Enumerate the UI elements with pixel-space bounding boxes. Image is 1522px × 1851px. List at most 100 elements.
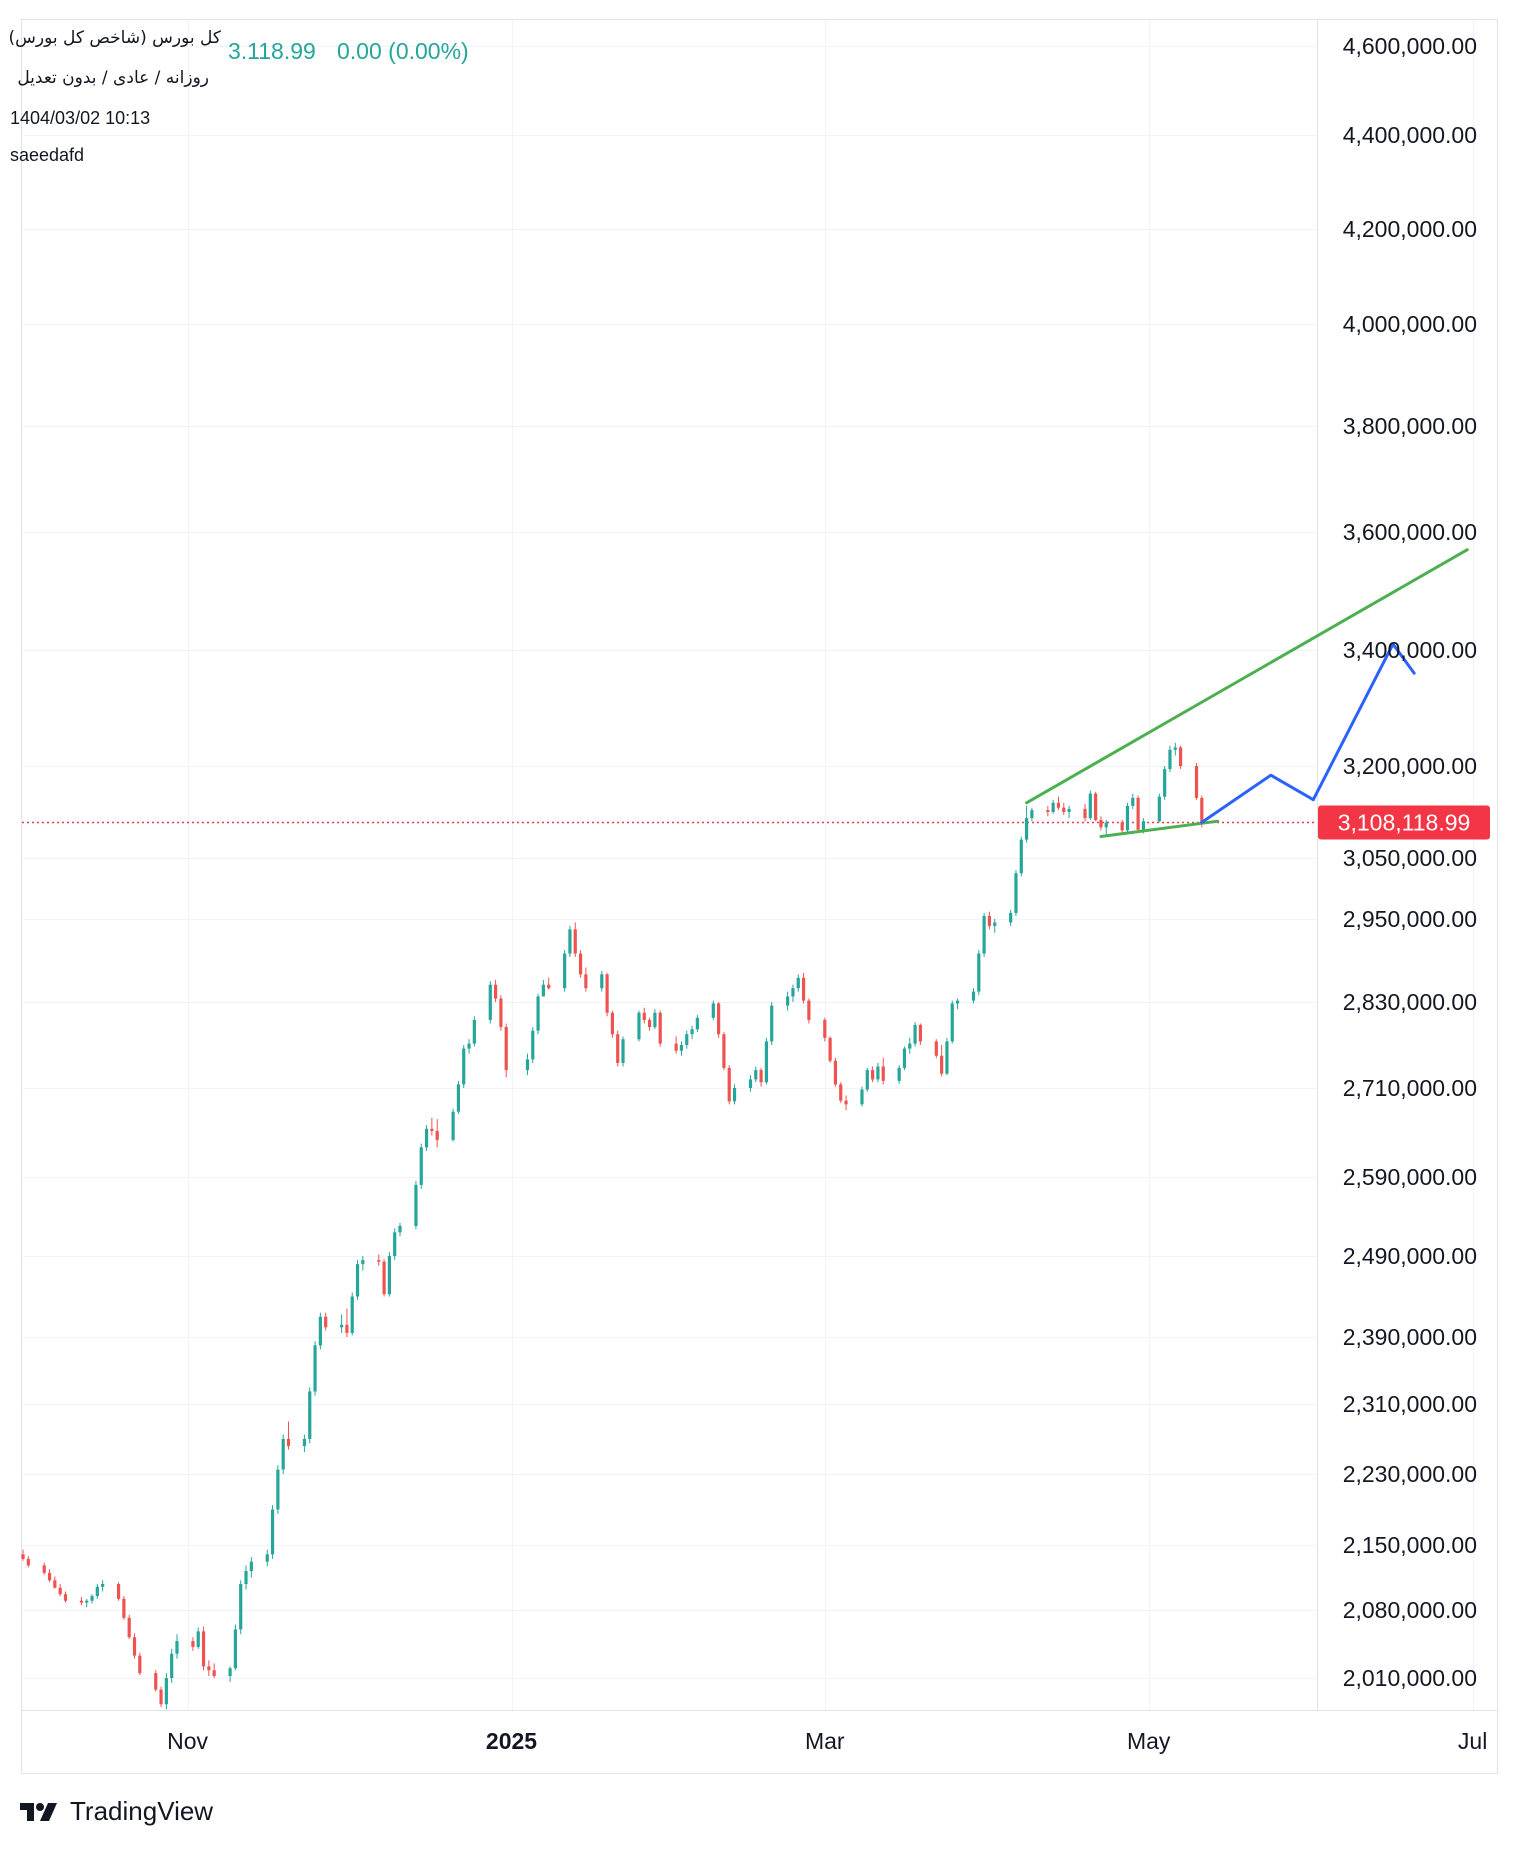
candle-body [1125,805,1130,831]
candle [711,1000,715,1020]
price-tick-label: 3,800,000.00 [1343,413,1477,439]
candle [1046,805,1050,817]
candle-body [993,922,997,926]
candle [1136,795,1140,833]
candle-body [801,977,806,1001]
candle-body [732,1088,737,1102]
candle [621,1036,625,1067]
candle [791,984,795,1002]
candle [876,1062,880,1083]
candle-body [382,1261,386,1295]
candle-body [865,1070,869,1090]
candle-body [430,1128,434,1132]
candle-body [451,1111,455,1140]
last-price-badge [1318,805,1490,840]
price-tick-label: 4,600,000.00 [1343,33,1477,59]
candle [488,981,492,1024]
candle-body [1051,802,1055,812]
candle-body [270,1509,275,1555]
candle [1019,836,1023,877]
candle [276,1465,280,1514]
candle-body [759,1070,763,1083]
candle [1083,804,1087,822]
candle [865,1067,869,1092]
candle [467,1039,471,1054]
candle [430,1117,434,1136]
price-tick-label: 2,230,000.00 [1343,1461,1477,1487]
candle-body [419,1147,423,1185]
candle-body [578,953,583,975]
candle-body [823,1019,827,1038]
candle-body [1056,802,1061,808]
candle [982,912,986,958]
candle-body [1141,821,1146,830]
time-axis[interactable]: Nov2025MarMayJulSep [167,1728,1522,1754]
drawing-layer[interactable] [1025,548,1469,838]
tradingview-logo[interactable]: TradingView [20,1796,213,1827]
candle [525,1053,530,1076]
candle [47,1569,52,1583]
candle-body [839,1084,843,1101]
candle [239,1580,243,1635]
candle [42,1562,46,1575]
candle-body [58,1587,62,1595]
candle [270,1505,275,1559]
candle [605,972,609,1017]
tradingview-logo-icon [20,1802,57,1821]
price-axis[interactable]: 4,600,000.00 4,400,000.00 4,200,000.00 4,00… [1343,33,1477,1691]
candle [132,1633,137,1659]
candle-body [276,1469,280,1510]
candle [233,1624,237,1671]
candle-body [844,1100,848,1105]
candle-body [233,1629,237,1669]
projection-path[interactable] [1200,642,1416,824]
candle [138,1652,142,1676]
chart-grid [22,20,1474,1710]
price-tick-label: 2,830,000.00 [1343,989,1477,1015]
upper-trendline[interactable] [1025,548,1469,805]
candle-body [435,1131,439,1140]
candle [101,1580,105,1592]
candle-body [568,929,572,954]
candle [801,972,806,1004]
candle-body [945,1041,949,1074]
candle-body [695,1017,699,1030]
price-tick-label: 3,050,000.00 [1343,845,1477,871]
candle [456,1080,461,1114]
candle-body [175,1641,179,1654]
lower-trendline[interactable] [1099,819,1220,838]
price-tick-label: 2,390,000.00 [1343,1324,1477,1350]
candle [228,1666,232,1682]
candle-body [504,1027,508,1071]
candle [122,1596,126,1620]
candle-body [685,1034,689,1045]
candle-body [531,1030,535,1060]
candle-body [616,1034,620,1063]
candle [1067,805,1071,819]
author-username[interactable]: saeedafd [10,145,85,165]
candle-body [1099,819,1103,828]
chart-type-label: روزانه / عادی / بدون تعدیل [17,68,209,88]
candle [414,1180,418,1230]
candle [1168,745,1172,773]
candle-body [95,1586,99,1597]
candle-body [212,1670,216,1677]
candle-body [536,996,540,1031]
candle [95,1584,99,1599]
candle-body [1014,873,1018,913]
candle [971,988,976,1004]
candle-body [244,1571,248,1584]
time-tick-label: May [1127,1728,1171,1754]
candle [786,991,790,1011]
candle-body [573,929,577,954]
candle-body [881,1066,885,1081]
candle-body [791,988,795,997]
candle [547,977,551,990]
candle-body [754,1070,758,1080]
symbol-title[interactable]: کل بورس (شاخص کل بورس) [8,28,221,48]
price-tick-label: 2,080,000.00 [1343,1597,1477,1623]
candle-body [472,1019,476,1044]
candle [377,1254,381,1266]
candle-body [902,1048,907,1068]
